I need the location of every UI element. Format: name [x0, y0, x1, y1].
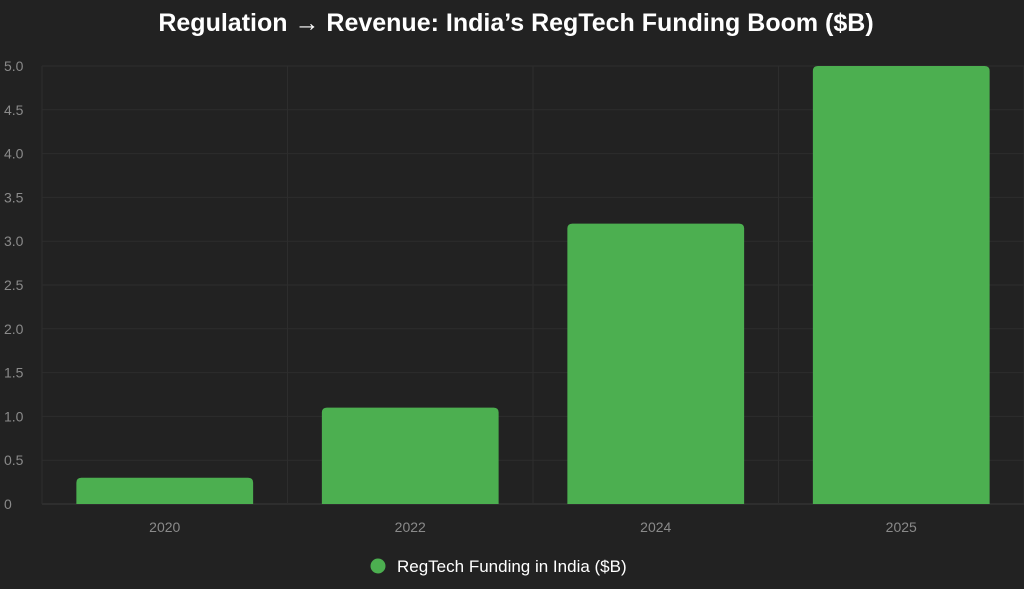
- y-tick-label: 0.5: [4, 452, 24, 468]
- bar-2024[interactable]: [567, 223, 745, 504]
- x-tick-label: 2025: [886, 519, 917, 535]
- y-tick-label: 5.0: [4, 58, 24, 74]
- grid: [41, 65, 1024, 505]
- y-tick-label: 1.5: [4, 365, 24, 381]
- bar-2025[interactable]: [812, 66, 990, 504]
- x-tick-label: 2024: [640, 519, 671, 535]
- x-tick-label: 2020: [149, 519, 180, 535]
- y-tick-label: 1.0: [4, 408, 24, 424]
- y-tick-label: 3.5: [4, 189, 24, 205]
- chart-title: Regulation → Revenue: India’s RegTech Fu…: [158, 9, 873, 37]
- bars: [76, 66, 990, 504]
- y-tick-label: 4.5: [4, 102, 24, 118]
- y-tick-label: 3.0: [4, 233, 24, 249]
- y-axis-ticks: 0 0.5 1.0 1.5 2.0 2.5 3.0 3.5 4.0 4.5 5.0: [4, 58, 24, 512]
- y-tick-label: 4.0: [4, 146, 24, 162]
- bar-2020[interactable]: [76, 477, 254, 504]
- bar-2022[interactable]: [321, 407, 499, 504]
- y-tick-label: 2.0: [4, 321, 24, 337]
- x-tick-label: 2022: [395, 519, 426, 535]
- legend[interactable]: RegTech Funding in India ($B): [370, 557, 627, 576]
- legend-label[interactable]: RegTech Funding in India ($B): [397, 557, 627, 576]
- y-tick-label: 0: [4, 496, 12, 512]
- x-axis-ticks: 2020 2022 2024 2025: [149, 519, 917, 535]
- y-tick-label: 2.5: [4, 277, 24, 293]
- legend-marker[interactable]: [370, 558, 386, 574]
